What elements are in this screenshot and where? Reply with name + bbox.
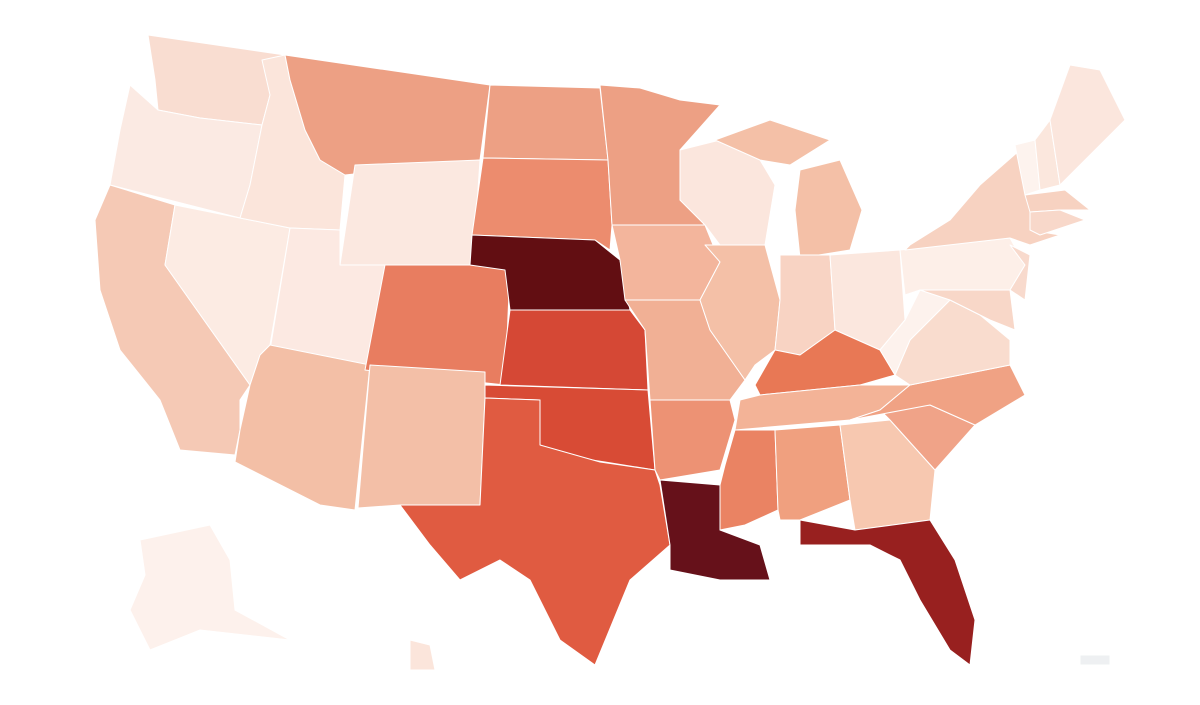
state [234,344,371,511]
state [129,524,291,651]
state [774,424,851,521]
state [699,244,781,381]
state [849,364,1026,426]
state [649,399,736,481]
state [1024,189,1091,213]
state [1049,64,1126,186]
state [1029,209,1086,236]
state [357,364,486,509]
state [1009,244,1031,301]
state [399,397,671,666]
state [1079,654,1111,666]
state [919,289,1016,331]
state [499,309,649,391]
state [482,84,609,161]
state [714,119,863,259]
state [339,159,481,266]
state [147,34,286,126]
state [611,224,721,301]
state [409,639,436,671]
state [799,519,976,666]
state [719,429,779,531]
